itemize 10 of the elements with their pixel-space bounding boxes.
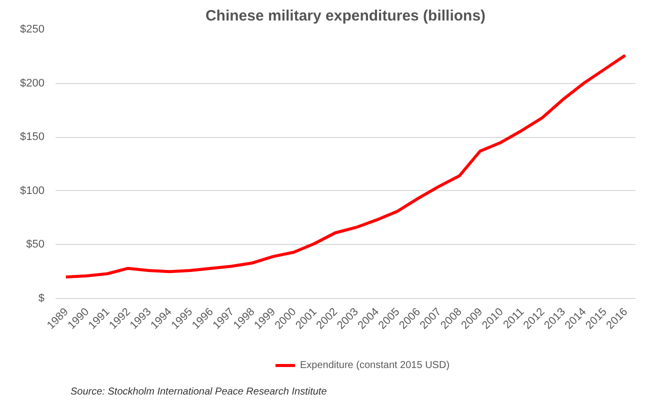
y-tick-label: $50 [26, 238, 45, 251]
y-tick-label: $200 [20, 77, 45, 90]
y-tick-label: $250 [20, 24, 45, 36]
line-series [64, 54, 627, 278]
chart-title: Chinese military expenditures (billions) [205, 8, 486, 24]
y-tick-label: $150 [20, 131, 45, 144]
y-tick-label: $100 [20, 184, 45, 197]
y-tick-label: $ [38, 292, 45, 304]
source-note: Source: Stockholm International Peace Research Institute [70, 386, 328, 398]
legend-label: Expenditure (constant 2015 USD) [300, 360, 450, 370]
